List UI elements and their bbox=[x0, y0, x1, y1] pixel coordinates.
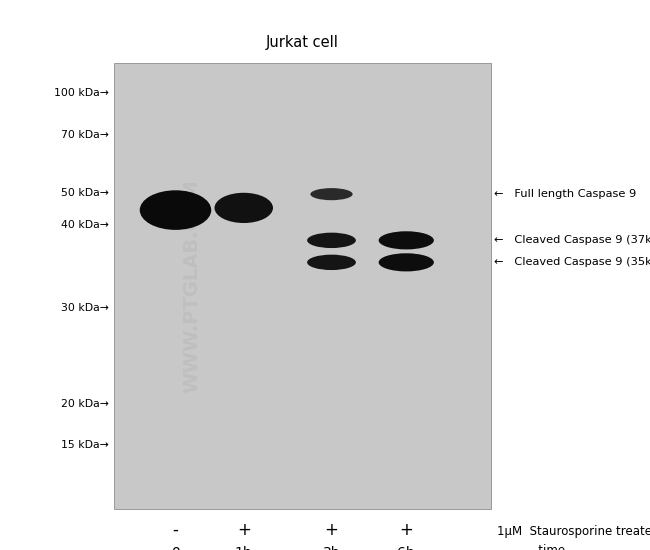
Text: +: + bbox=[237, 521, 251, 538]
Text: 0: 0 bbox=[171, 546, 180, 550]
Text: Jurkat cell: Jurkat cell bbox=[266, 35, 339, 50]
Text: +: + bbox=[324, 521, 339, 538]
Text: WWW.PTGLAB.COM: WWW.PTGLAB.COM bbox=[182, 179, 202, 393]
Text: 50 kDa→: 50 kDa→ bbox=[60, 188, 109, 197]
Ellipse shape bbox=[307, 255, 356, 270]
Bar bbox=[114, 63, 491, 509]
Text: 1μM  Staurosporine treated
           time: 1μM Staurosporine treated time bbox=[497, 525, 650, 550]
Text: 3h: 3h bbox=[323, 546, 340, 550]
Text: 70 kDa→: 70 kDa→ bbox=[60, 130, 109, 140]
Text: 100 kDa→: 100 kDa→ bbox=[54, 89, 109, 98]
Text: +: + bbox=[399, 521, 413, 538]
Text: 6h: 6h bbox=[397, 546, 415, 550]
Ellipse shape bbox=[140, 190, 211, 230]
Ellipse shape bbox=[214, 192, 273, 223]
Text: -: - bbox=[172, 521, 179, 538]
Text: 20 kDa→: 20 kDa→ bbox=[60, 399, 109, 409]
Text: ←   Cleaved Caspase 9 (37kDa): ← Cleaved Caspase 9 (37kDa) bbox=[494, 235, 650, 245]
Text: 1h: 1h bbox=[235, 546, 253, 550]
Ellipse shape bbox=[378, 232, 434, 250]
Text: 30 kDa→: 30 kDa→ bbox=[60, 303, 109, 313]
Ellipse shape bbox=[307, 233, 356, 248]
Ellipse shape bbox=[378, 253, 434, 271]
Text: 15 kDa→: 15 kDa→ bbox=[61, 441, 109, 450]
Text: ←   Full length Caspase 9: ← Full length Caspase 9 bbox=[494, 189, 636, 199]
Text: ←   Cleaved Caspase 9 (35kDa): ← Cleaved Caspase 9 (35kDa) bbox=[494, 257, 650, 267]
Text: 40 kDa→: 40 kDa→ bbox=[60, 221, 109, 230]
Ellipse shape bbox=[311, 188, 352, 200]
